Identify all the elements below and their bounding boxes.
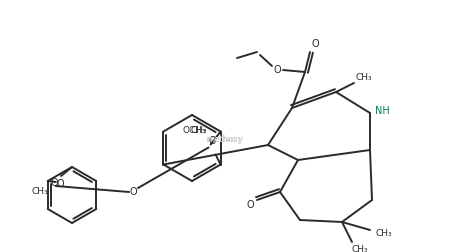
Text: O: O xyxy=(50,178,58,188)
Text: O: O xyxy=(209,137,216,146)
Text: CH₃: CH₃ xyxy=(190,126,207,135)
Text: methoxy: methoxy xyxy=(206,135,243,144)
Text: CH₃: CH₃ xyxy=(352,245,368,252)
Text: CH₃: CH₃ xyxy=(376,230,392,238)
Text: CH₃: CH₃ xyxy=(356,74,372,82)
Text: O: O xyxy=(57,179,65,189)
Text: OCH₃: OCH₃ xyxy=(183,126,206,135)
Text: CH₃: CH₃ xyxy=(32,186,48,196)
Text: O: O xyxy=(129,187,137,197)
Text: NH: NH xyxy=(375,106,389,116)
Text: O: O xyxy=(246,200,254,210)
Text: O: O xyxy=(311,39,319,49)
Text: O: O xyxy=(273,65,281,75)
Text: methoxy: methoxy xyxy=(206,135,243,144)
